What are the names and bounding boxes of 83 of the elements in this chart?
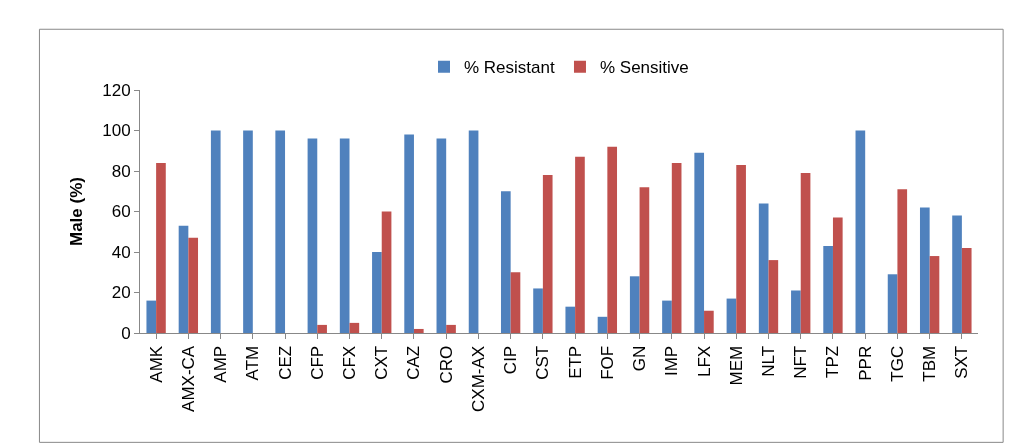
bar xyxy=(381,211,392,333)
bar xyxy=(929,256,940,333)
bar xyxy=(436,138,447,333)
bar xyxy=(542,175,553,333)
x-tick-label: IMP xyxy=(662,345,682,377)
bar xyxy=(952,215,962,333)
bar xyxy=(919,207,930,333)
bar xyxy=(275,130,286,333)
y-tick-label: 0 xyxy=(121,323,131,343)
x-tick-label: PPR xyxy=(855,345,875,381)
x-tick-label: MEM xyxy=(726,345,746,386)
bar xyxy=(178,225,189,333)
bar xyxy=(210,130,221,333)
bar xyxy=(768,260,779,333)
bar xyxy=(575,156,585,333)
bar xyxy=(468,130,479,333)
bar xyxy=(597,316,608,333)
x-tick-label: AMP xyxy=(211,345,231,383)
y-tick-label: 20 xyxy=(111,283,131,303)
x-tick-label: AMK xyxy=(146,345,166,383)
x-tick-label: ATM xyxy=(243,345,263,381)
bar xyxy=(855,130,866,333)
x-tick-label: FOF xyxy=(597,345,617,380)
x-tick-label: CIP xyxy=(501,345,521,375)
bar xyxy=(500,191,511,333)
bar xyxy=(736,164,746,333)
x-tick-label: CEZ xyxy=(275,345,295,380)
y-tick-label: 80 xyxy=(111,161,131,181)
y-tick-label: 40 xyxy=(111,242,131,262)
bar xyxy=(726,298,737,333)
bar xyxy=(758,203,769,333)
x-tick-label: TPZ xyxy=(823,345,843,378)
x-tick-label: CXM-AX xyxy=(468,345,488,412)
bar xyxy=(533,288,543,333)
bar xyxy=(694,152,705,333)
bar xyxy=(897,189,908,333)
bar xyxy=(243,130,253,333)
bar xyxy=(317,324,327,333)
bar xyxy=(823,245,833,333)
x-tick-label: SXT xyxy=(952,345,972,379)
bar xyxy=(413,328,424,333)
bar xyxy=(607,146,618,333)
bar xyxy=(510,272,521,333)
bar xyxy=(800,173,811,333)
bar xyxy=(339,138,350,333)
x-tick-label: NFT xyxy=(791,345,811,379)
x-tick-label: CST xyxy=(533,345,553,380)
x-tick-label: CRO xyxy=(436,345,456,384)
y-tick-label: 120 xyxy=(102,80,131,100)
bar xyxy=(629,276,640,333)
bar xyxy=(446,324,456,333)
x-tick-label: CXT xyxy=(372,345,392,380)
bar xyxy=(146,300,157,333)
bar xyxy=(662,300,672,333)
bar xyxy=(349,322,360,333)
x-tick-label: NLT xyxy=(759,345,779,377)
bar xyxy=(404,134,414,333)
legend-label: % Sensitive xyxy=(599,58,689,78)
y-tick-label: 60 xyxy=(111,202,131,222)
bar xyxy=(791,290,801,333)
x-tick-label: CFX xyxy=(340,345,360,380)
x-tick-label: TBM xyxy=(920,345,940,382)
bar xyxy=(188,237,199,333)
bar xyxy=(156,162,166,333)
legend-label: % Resistant xyxy=(464,58,555,78)
x-tick-label: LFX xyxy=(694,345,714,377)
x-tick-label: GN xyxy=(630,345,650,372)
bar xyxy=(887,274,898,333)
x-tick-label: TGC xyxy=(887,345,907,382)
x-tick-label: CFP xyxy=(307,345,327,380)
x-tick-label: ETP xyxy=(565,345,585,379)
bar xyxy=(639,187,650,333)
x-tick-label: AMX-CA xyxy=(178,345,198,412)
bar xyxy=(961,247,972,333)
bar xyxy=(307,138,318,333)
bar xyxy=(832,217,843,333)
bar xyxy=(372,252,382,333)
bar xyxy=(565,306,576,333)
y-axis-title: Male (%) xyxy=(66,177,86,246)
y-tick-label: 100 xyxy=(102,121,131,141)
bar xyxy=(704,310,714,333)
x-tick-label: CAZ xyxy=(404,345,424,380)
bar xyxy=(671,162,682,333)
